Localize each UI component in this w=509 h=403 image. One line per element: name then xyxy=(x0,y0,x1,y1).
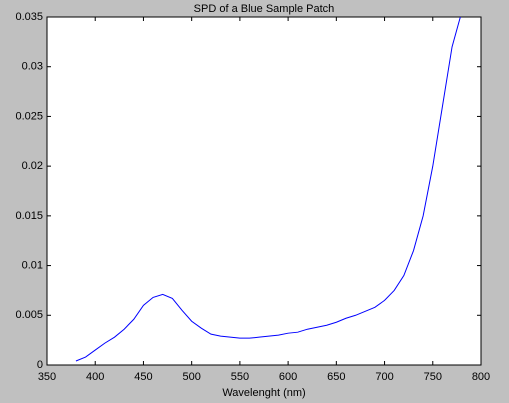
x-tick-label: 650 xyxy=(327,371,345,383)
x-tick-label: 550 xyxy=(231,371,249,383)
y-tick-label: 0.015 xyxy=(15,210,43,222)
x-tick-label: 600 xyxy=(279,371,297,383)
y-tick-label: 0.02 xyxy=(22,160,43,172)
x-tick-label: 750 xyxy=(424,371,442,383)
y-tick-label: 0 xyxy=(37,359,43,371)
y-tick-label: 0.01 xyxy=(22,259,43,271)
y-tick-label: 0.025 xyxy=(15,110,43,122)
x-tick-label: 800 xyxy=(472,371,490,383)
x-tick-label: 700 xyxy=(375,371,393,383)
plot-area xyxy=(46,16,482,366)
y-tick-label: 0.005 xyxy=(15,309,43,321)
x-tick-label: 400 xyxy=(86,371,104,383)
x-tick-label: 500 xyxy=(182,371,200,383)
x-axis-label: Wavelenght (nm) xyxy=(222,387,305,399)
data-line xyxy=(75,17,461,362)
y-tick-label: 0.035 xyxy=(15,11,43,23)
y-tick-label: 0.03 xyxy=(22,61,43,73)
x-tick-label: 350 xyxy=(38,371,56,383)
chart-title: SPD of a Blue Sample Patch xyxy=(194,3,335,15)
x-tick-label: 450 xyxy=(134,371,152,383)
